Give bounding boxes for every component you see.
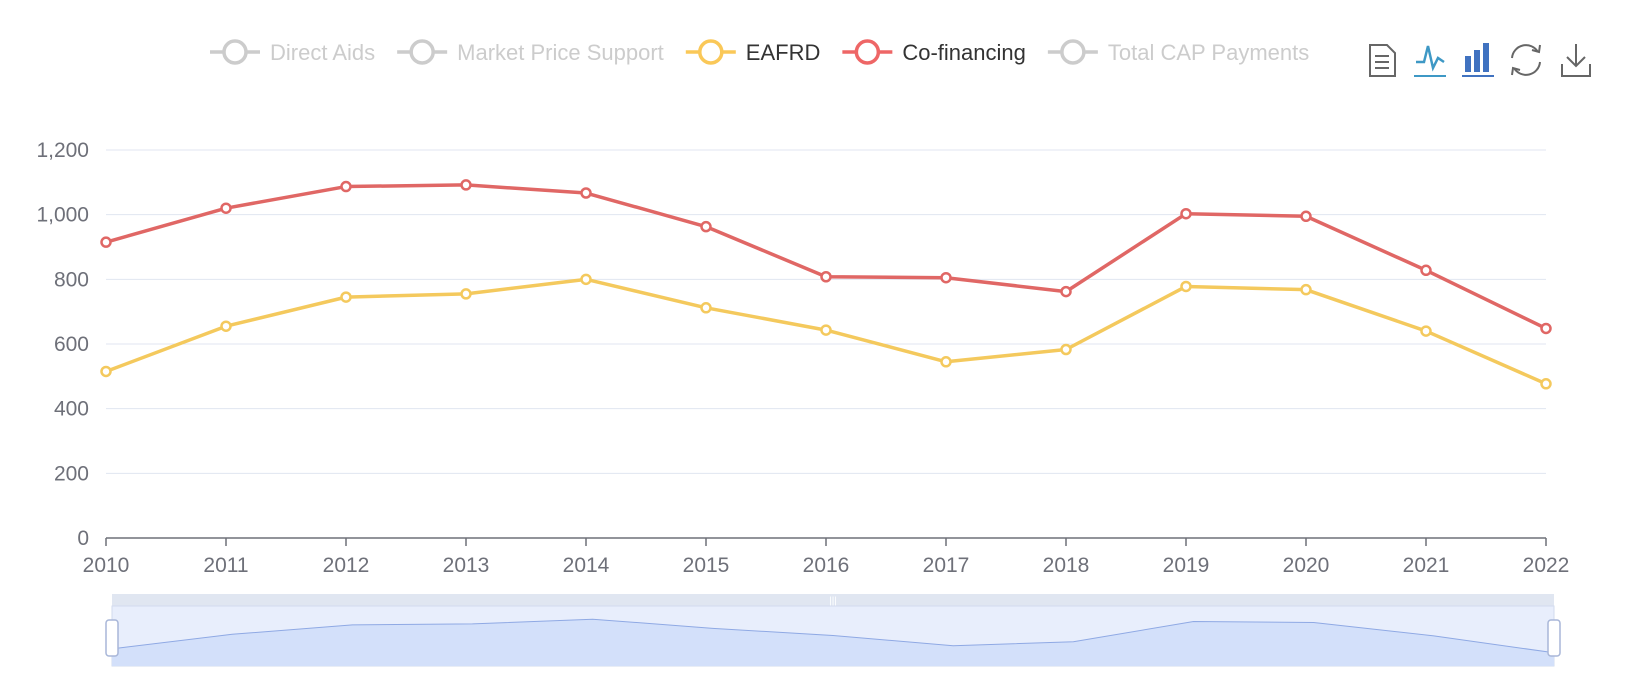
data-point[interactable] bbox=[100, 236, 112, 248]
data-point[interactable] bbox=[1420, 264, 1432, 277]
y-tick-label: 1,200 bbox=[36, 139, 89, 162]
x-tick-label: 2019 bbox=[1163, 554, 1210, 577]
data-point[interactable] bbox=[940, 356, 952, 368]
zoom-preview-line bbox=[111, 618, 1555, 654]
legend-item-total-cap-payments[interactable]: Total CAP Payments bbox=[1047, 39, 1309, 65]
data-point[interactable] bbox=[220, 320, 232, 332]
line-chart-icon[interactable] bbox=[1414, 45, 1446, 77]
x-tick-label: 2013 bbox=[443, 554, 490, 577]
x-tick-label: 2015 bbox=[683, 554, 730, 577]
data-point[interactable] bbox=[820, 270, 832, 283]
axes: 0 200 400 600 800 1,000 1,200 2010 2011 2012 2013 2… bbox=[36, 139, 1569, 577]
y-tick-label: 1,000 bbox=[36, 204, 89, 227]
zoom-right-handle[interactable] bbox=[1547, 619, 1561, 657]
data-point[interactable] bbox=[220, 202, 232, 214]
bar-chart-bar bbox=[1465, 56, 1471, 72]
restore-arrow bbox=[1531, 44, 1541, 54]
data-point[interactable] bbox=[1300, 210, 1312, 223]
restore-arc bbox=[1511, 44, 1539, 59]
legend-label: Co-financing bbox=[902, 40, 1026, 65]
line-chart-glyph bbox=[1416, 45, 1445, 72]
grid-lines bbox=[106, 149, 1546, 474]
x-tick-label: 2022 bbox=[1523, 554, 1570, 577]
bar-chart-bar bbox=[1483, 43, 1489, 72]
legend-label: EAFRD bbox=[746, 40, 821, 65]
data-view-icon[interactable] bbox=[1369, 44, 1396, 77]
toolbox bbox=[1369, 43, 1591, 77]
restore-arc bbox=[1513, 61, 1541, 76]
series-line bbox=[105, 183, 1547, 331]
y-tick-label: 0 bbox=[77, 527, 89, 550]
x-tick-label: 2016 bbox=[803, 554, 850, 577]
series-plot bbox=[100, 179, 1552, 390]
data-point[interactable] bbox=[340, 291, 352, 303]
data-view-page bbox=[1369, 44, 1396, 77]
data-point[interactable] bbox=[1540, 322, 1552, 335]
legend-circle-icon bbox=[222, 39, 248, 65]
data-point[interactable] bbox=[700, 220, 712, 233]
download-tray bbox=[1561, 64, 1591, 77]
y-tick-label: 800 bbox=[54, 268, 89, 291]
data-point[interactable] bbox=[1300, 283, 1312, 296]
legend-circle-icon bbox=[698, 39, 724, 65]
zoom-left-handle[interactable] bbox=[105, 619, 119, 657]
x-tick-label: 2011 bbox=[203, 554, 248, 577]
x-tick-label: 2017 bbox=[923, 554, 970, 577]
x-tick-label: 2014 bbox=[563, 554, 610, 577]
legend-label: Direct Aids bbox=[270, 40, 375, 65]
data-point[interactable] bbox=[580, 187, 592, 199]
data-point[interactable] bbox=[340, 180, 352, 193]
legend-label: Total CAP Payments bbox=[1108, 40, 1309, 65]
series-co-financing bbox=[100, 179, 1552, 335]
download-icon[interactable] bbox=[1561, 44, 1591, 77]
legend-circle-icon bbox=[1060, 39, 1086, 65]
x-tick-label: 2010 bbox=[83, 554, 130, 577]
data-point[interactable] bbox=[580, 273, 592, 286]
data-point[interactable] bbox=[1060, 285, 1072, 298]
y-tick-label: 400 bbox=[54, 398, 89, 421]
zoom-grip-icon: ||| bbox=[829, 596, 837, 607]
data-point[interactable] bbox=[460, 179, 472, 191]
legend-item-co-financing[interactable]: Co-financing bbox=[842, 39, 1026, 65]
restore-arrow bbox=[1511, 66, 1521, 76]
data-point[interactable] bbox=[460, 288, 472, 300]
zoom-preview-area bbox=[112, 619, 1554, 666]
x-tick-label: 2021 bbox=[1403, 554, 1450, 577]
bar-chart-icon[interactable] bbox=[1462, 43, 1494, 77]
legend-circle-icon bbox=[854, 39, 881, 65]
legend-label: Market Price Support bbox=[457, 40, 664, 65]
series-eafrd bbox=[100, 273, 1552, 390]
x-tick-label: 2012 bbox=[323, 554, 370, 577]
zoom-move-handle[interactable] bbox=[112, 594, 1554, 606]
data-zoom-slider[interactable]: ||| bbox=[105, 594, 1561, 667]
legend: Direct Aids Market Price Support EAFRD Co-f… bbox=[210, 39, 1309, 65]
y-tick-label: 600 bbox=[54, 333, 89, 356]
data-point[interactable] bbox=[1180, 280, 1192, 293]
data-point[interactable] bbox=[1180, 207, 1192, 220]
legend-circle-icon bbox=[409, 39, 435, 65]
legend-item-direct-aids[interactable]: Direct Aids bbox=[210, 39, 375, 65]
legend-item-eafrd[interactable]: EAFRD bbox=[685, 39, 821, 65]
download-arrow bbox=[1566, 56, 1586, 68]
data-point[interactable] bbox=[940, 271, 952, 284]
data-point[interactable] bbox=[700, 302, 712, 314]
legend-item-market-price-support[interactable]: Market Price Support bbox=[397, 39, 664, 65]
data-point[interactable] bbox=[1540, 378, 1552, 390]
data-point[interactable] bbox=[1420, 325, 1432, 337]
bar-chart-bar bbox=[1474, 50, 1480, 72]
x-tick-label: 2018 bbox=[1043, 554, 1090, 577]
data-point[interactable] bbox=[100, 365, 112, 378]
restore-icon[interactable] bbox=[1511, 44, 1541, 76]
x-tick-label: 2020 bbox=[1283, 554, 1330, 577]
data-point[interactable] bbox=[1060, 343, 1072, 356]
data-point[interactable] bbox=[820, 324, 832, 336]
y-tick-label: 200 bbox=[54, 462, 89, 485]
